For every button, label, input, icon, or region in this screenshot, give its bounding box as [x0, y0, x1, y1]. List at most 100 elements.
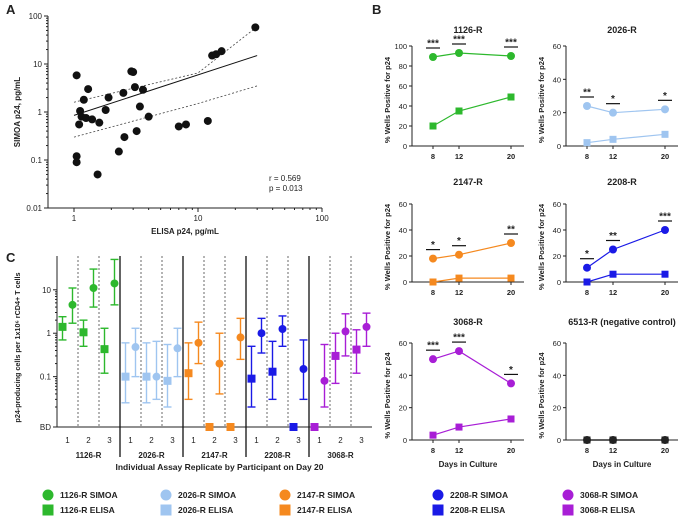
- legend-label: 2147-R SIMOA: [297, 490, 355, 500]
- data-point: [132, 127, 141, 136]
- simoa-point: [455, 250, 463, 259]
- elisa-bd-point: [226, 423, 235, 431]
- elisa-point: [507, 93, 515, 101]
- replicate-label: 3: [170, 436, 175, 445]
- y-tick-label: 0: [403, 278, 407, 287]
- y-tick-label: 20: [399, 404, 407, 413]
- simoa-line: [432, 242, 512, 260]
- y-tick-label: 40: [553, 371, 561, 380]
- y-tick-label: BD: [40, 423, 51, 432]
- simoa-point: [429, 254, 437, 263]
- subplot-axes: [411, 46, 524, 147]
- elisa-line: [432, 418, 512, 436]
- subplot-title: 3068-R: [453, 317, 483, 327]
- y-tick-label: 1: [47, 329, 52, 338]
- legend-label: 1126-R ELISA: [60, 505, 115, 515]
- simoa-point: [609, 245, 617, 254]
- simoa-point: [507, 379, 515, 388]
- x-tick-label: 20: [507, 152, 515, 161]
- y-tick-label: 0: [403, 142, 407, 151]
- y-tick-label: 60: [553, 200, 561, 209]
- y-tick-label: 20: [553, 404, 561, 413]
- y-tick-label: 10: [33, 60, 42, 69]
- replicate-label: 2: [275, 436, 280, 445]
- legend-square-icon: [432, 504, 444, 516]
- significance-marker: *: [457, 236, 461, 247]
- y-tick-label: 0: [403, 436, 407, 445]
- legend-label: 3068-R SIMOA: [580, 490, 638, 500]
- data-point: [130, 83, 139, 92]
- data-point: [72, 152, 81, 161]
- data-point: [135, 102, 144, 111]
- y-tick-label: 60: [399, 200, 407, 209]
- y-axis-label: p24-producing cells per 1x10⁶ rCD4+ T ce…: [13, 272, 22, 422]
- subplot-title: 2147-R: [453, 177, 483, 187]
- y-axis-label: % Wells Positive for p24: [383, 203, 392, 290]
- y-tick-label: 40: [553, 75, 561, 84]
- significance-marker: *: [663, 91, 667, 102]
- elisa-point: [247, 374, 256, 383]
- elisa-line: [432, 96, 512, 127]
- data-point: [72, 71, 81, 80]
- replicate-label: 2: [149, 436, 154, 445]
- simoa-point: [661, 226, 669, 234]
- stat-annotation: p = 0.013: [269, 184, 303, 193]
- replicate-label: 3: [107, 436, 112, 445]
- y-tick-label: 40: [399, 226, 407, 235]
- significance-marker: **: [507, 225, 515, 236]
- simoa-point: [173, 344, 182, 353]
- x-tick-label: 8: [431, 152, 435, 161]
- simoa-point: [507, 239, 515, 247]
- significance-marker: ***: [427, 39, 439, 50]
- data-point: [88, 115, 97, 124]
- y-tick-label: 0.01: [26, 204, 42, 213]
- simoa-point: [299, 364, 308, 373]
- elisa-point: [609, 135, 617, 143]
- data-point: [95, 118, 104, 127]
- elisa-point: [455, 423, 463, 431]
- replicate-label: 1: [65, 436, 70, 445]
- panel-label-c: C: [6, 250, 16, 265]
- subplot-title: 2208-R: [607, 177, 637, 187]
- x-tick-label: 100: [315, 214, 329, 223]
- stat-annotation: r = 0.569: [269, 174, 301, 183]
- elisa-point: [507, 415, 515, 423]
- x-axis-label: Individual Assay Replicate by Participan…: [115, 462, 323, 472]
- simoa-point: [131, 343, 140, 352]
- data-point: [129, 68, 138, 77]
- elisa-point: [661, 270, 669, 278]
- replicate-label: 1: [317, 436, 322, 445]
- y-tick-label: 0: [557, 278, 561, 287]
- y-tick-label: 0: [557, 142, 561, 151]
- simoa-point: [583, 263, 591, 272]
- replicate-label: 3: [359, 436, 364, 445]
- elisa-point: [507, 274, 515, 282]
- replicate-label: 3: [233, 436, 238, 445]
- panel-c-replicates: 10 1 0.1 BD p24-producing cells per 1x10⁶ rC…: [13, 256, 372, 472]
- legend-label: 3068-R ELISA: [580, 505, 635, 515]
- y-tick-label: 10: [42, 286, 51, 295]
- y-tick-label: 60: [399, 339, 407, 348]
- data-point: [119, 88, 128, 97]
- data-point: [72, 158, 81, 167]
- elisa-bd-point: [289, 423, 298, 431]
- x-tick-label: 8: [585, 152, 589, 161]
- simoa-point: [215, 359, 224, 368]
- x-tick-label: 8: [431, 446, 435, 455]
- x-tick-label: 10: [194, 214, 203, 223]
- x-tick-label: 20: [507, 288, 515, 297]
- y-tick-label: 0.1: [40, 373, 52, 382]
- ci-upper-band: [73, 26, 258, 103]
- x-axis-label: Days in Culture: [439, 460, 498, 469]
- group-label: 2026-R: [138, 451, 164, 460]
- significance-marker: ***: [427, 341, 439, 352]
- y-tick-label: 1: [38, 108, 43, 117]
- y-axis-label: % Wells Positive for p24: [537, 203, 546, 290]
- legend-circle-icon: [279, 489, 291, 501]
- legend-label: 1126-R SIMOA: [60, 490, 118, 500]
- elisa-point: [455, 107, 463, 115]
- significance-marker: **: [583, 88, 591, 99]
- significance-marker: ***: [453, 35, 465, 46]
